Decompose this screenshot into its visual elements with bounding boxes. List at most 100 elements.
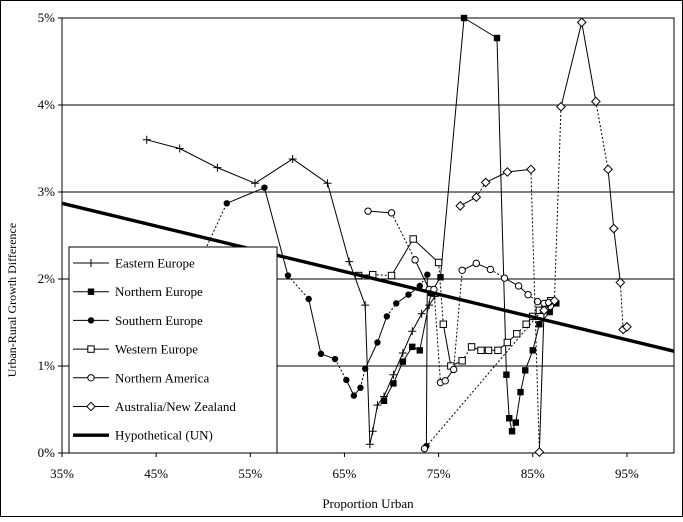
series-segment — [505, 374, 510, 419]
legend-item: Northern Europe — [73, 284, 203, 299]
y-tick-label: 4% — [38, 97, 56, 112]
series-segment — [515, 392, 522, 423]
legend-swatch-marker — [87, 288, 95, 295]
legend: Eastern Europe Northern Europe Southern Eu… — [68, 246, 278, 454]
x-tick-label: 35% — [50, 466, 74, 481]
series-segment — [411, 313, 423, 332]
series-segment — [433, 289, 441, 383]
data-point — [576, 17, 587, 28]
series-segment — [581, 22, 597, 102]
legend-swatch-marker — [87, 345, 95, 353]
axis-layer: 0% 1% 2% 3% 4% 5% 35% 45% 55% 65% 75% 85% 95% — [38, 10, 639, 481]
data-point — [533, 297, 542, 306]
data-point — [251, 179, 260, 188]
series-segment — [391, 238, 414, 276]
x-tick-label: 85% — [521, 466, 545, 481]
series-segment — [383, 374, 394, 397]
data-point — [411, 256, 419, 264]
series-segment — [364, 342, 378, 369]
legend-item: Southern Europe — [73, 313, 203, 328]
x-tick-label: 65% — [333, 466, 357, 481]
series-segment — [496, 37, 507, 375]
data-point — [471, 192, 482, 203]
data-point — [261, 184, 268, 191]
x-tick-label: 95% — [615, 466, 639, 481]
series-layer — [61, 14, 675, 458]
data-point — [472, 259, 480, 268]
data-point — [522, 320, 530, 328]
data-point — [390, 380, 397, 387]
y-axis-label: Urban-Rural Growth Difference — [5, 223, 19, 377]
legend-box — [68, 246, 278, 454]
legend-label: Southern Europe — [115, 313, 203, 328]
series-segment — [560, 22, 583, 107]
data-point — [502, 167, 513, 177]
data-point — [361, 301, 370, 310]
data-point — [343, 376, 350, 384]
legend-swatch-marker — [86, 401, 96, 412]
data-point — [416, 347, 423, 354]
series-segment — [146, 139, 180, 149]
data-point — [539, 305, 549, 316]
data-point — [408, 327, 417, 336]
y-tick-label: 2% — [38, 271, 56, 286]
legend-item: Australia/New Zealand — [73, 399, 236, 414]
data-point — [364, 207, 372, 215]
data-point — [512, 419, 520, 426]
data-point — [368, 427, 377, 436]
data-point — [534, 447, 545, 458]
series-segment — [419, 292, 432, 351]
data-point — [529, 347, 536, 354]
series-segment — [442, 324, 452, 367]
series-segment — [538, 310, 545, 453]
series-0 — [142, 135, 439, 449]
data-point — [365, 440, 374, 449]
data-point — [142, 135, 151, 144]
series-segment — [287, 275, 310, 300]
data-point — [439, 320, 448, 328]
series-segment — [372, 274, 392, 277]
data-point — [590, 96, 601, 107]
legend-label: Hypothetical (UN) — [115, 428, 213, 443]
series-segment — [463, 17, 498, 39]
data-point — [288, 154, 297, 163]
data-point — [467, 343, 476, 351]
series-segment — [391, 212, 416, 261]
data-point — [409, 343, 416, 351]
series-line — [61, 201, 675, 353]
series-segment — [402, 331, 413, 354]
data-point — [622, 321, 632, 332]
data-point — [383, 313, 391, 320]
series-segment — [607, 169, 615, 229]
legend-item: Northern America — [73, 370, 209, 385]
data-point — [374, 339, 381, 346]
series-segment — [475, 182, 487, 198]
series-segment — [532, 324, 540, 351]
data-point — [424, 271, 431, 278]
series-segment — [327, 183, 350, 262]
legend-label: Northern America — [115, 370, 209, 385]
series-segment — [461, 346, 472, 362]
data-point — [399, 358, 407, 365]
series-segment — [524, 350, 534, 371]
data-point — [420, 444, 429, 453]
data-point — [513, 330, 521, 338]
data-point — [458, 266, 466, 274]
y-tick-label: 3% — [38, 184, 56, 199]
data-point — [524, 290, 532, 299]
y-tick-label: 5% — [38, 10, 56, 25]
data-point — [409, 235, 417, 243]
series-segment — [359, 368, 366, 388]
data-point — [608, 223, 619, 234]
y-tick-label: 1% — [38, 358, 56, 373]
data-point — [556, 101, 566, 112]
series-segment — [485, 171, 508, 183]
legend-item: Eastern Europe — [73, 256, 195, 271]
x-axis-label: Proportion Urban — [322, 496, 414, 511]
data-point — [323, 179, 332, 188]
data-point — [405, 291, 412, 298]
data-point — [389, 370, 398, 379]
data-point — [284, 272, 292, 279]
legend-label: Australia/New Zealand — [115, 399, 236, 414]
